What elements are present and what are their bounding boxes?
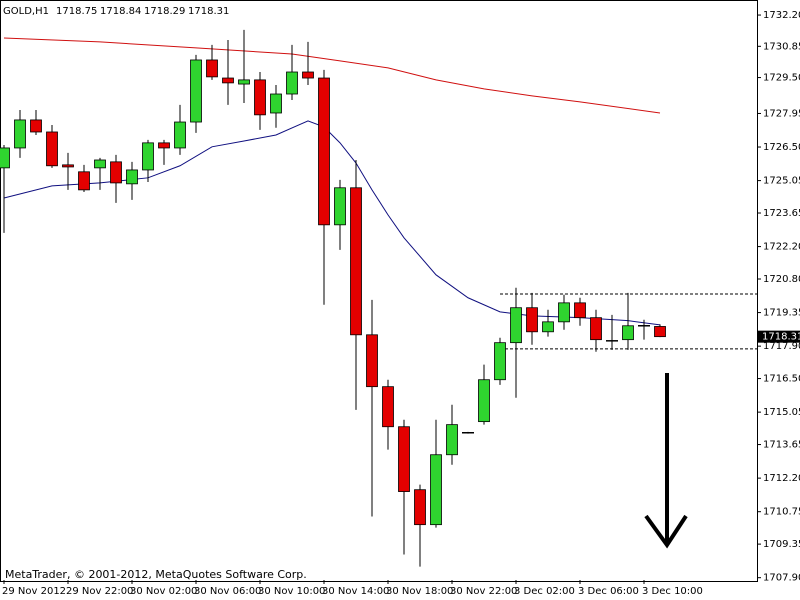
- candle-body: [206, 59, 218, 78]
- x-tick-label: 30 Nov 14:00: [322, 586, 389, 597]
- candle-body: [318, 77, 330, 226]
- y-tick-label: 1725.05: [763, 176, 800, 187]
- x-tick-label: 30 Nov 22:00: [450, 586, 517, 597]
- y-tick-label: 1707.90: [763, 573, 800, 584]
- candle-body: [302, 71, 314, 79]
- y-tick-label: 1729.50: [763, 73, 800, 84]
- candle-body: [142, 142, 154, 171]
- candle-body: [398, 426, 410, 492]
- candle-body: [78, 171, 90, 191]
- candle-body: [382, 386, 394, 428]
- candle-body: [542, 321, 554, 333]
- candle-body: [238, 79, 250, 85]
- y-tick-label: 1726.50: [763, 142, 800, 153]
- candle-body: [622, 325, 634, 341]
- candle-body: [558, 302, 570, 323]
- candle-body: [430, 454, 442, 526]
- candle-body: [478, 379, 490, 423]
- x-tick-label: 30 Nov 18:00: [386, 586, 453, 597]
- candle-body: [526, 307, 538, 333]
- y-tick-label: 1712.20: [763, 473, 800, 484]
- y-tick-label: 1715.05: [763, 407, 800, 418]
- candle-body: [334, 187, 346, 226]
- candle-body: [0, 147, 10, 169]
- candle-body: [446, 424, 458, 456]
- y-tick-label: 1723.65: [763, 208, 800, 219]
- candle-body: [222, 77, 234, 84]
- y-tick-label: 1722.20: [763, 242, 800, 253]
- candle-body: [494, 342, 506, 381]
- plot-frame: [0, 0, 758, 582]
- candle-body: [510, 307, 522, 344]
- header-close: 1718.31: [188, 6, 229, 17]
- candle-body: [590, 317, 602, 341]
- ma-line: [3, 37, 661, 114]
- x-tick-label: 3 Dec 10:00: [642, 586, 703, 597]
- candle-body: [62, 164, 74, 168]
- arrow-head: [644, 514, 688, 549]
- y-tick-label: 1717.90: [763, 341, 800, 352]
- candle-body: [286, 71, 298, 95]
- header-open: 1718.75: [56, 6, 97, 17]
- candle-body: [46, 131, 58, 167]
- x-tick-label: 30 Nov 10:00: [258, 586, 325, 597]
- y-tick-label: 1709.35: [763, 539, 800, 550]
- x-tick-label: 3 Dec 02:00: [514, 586, 575, 597]
- y-tick-label: 1727.95: [763, 108, 800, 119]
- candle-body: [30, 119, 42, 133]
- candle-body: [14, 119, 26, 149]
- candle-body: [190, 59, 202, 123]
- x-tick-label: 3 Dec 06:00: [578, 586, 639, 597]
- last-price-box: [758, 330, 800, 343]
- header-low: 1718.29: [144, 6, 185, 17]
- candle-body: [94, 159, 106, 169]
- candle-body: [158, 142, 170, 149]
- y-tick-label: 1732.20: [763, 10, 800, 21]
- last-price-label: 1718.31: [762, 332, 800, 343]
- arrow: [644, 373, 688, 549]
- y-tick-label: 1713.65: [763, 440, 800, 451]
- x-tick-label: 29 Nov 2012: [2, 586, 66, 597]
- header-high: 1718.84: [100, 6, 141, 17]
- x-tick-label: 30 Nov 06:00: [194, 586, 261, 597]
- candle-body: [174, 121, 186, 149]
- candle-body: [254, 79, 266, 116]
- y-tick-label: 1710.75: [763, 507, 800, 518]
- candle-body: [574, 302, 586, 319]
- y-tick-label: 1730.85: [763, 41, 800, 52]
- chart-title: GOLD,H1: [3, 6, 49, 17]
- candle-body: [110, 161, 122, 184]
- candle-body: [270, 93, 282, 114]
- y-tick-label: 1716.50: [763, 374, 800, 385]
- y-tick-label: 1719.35: [763, 308, 800, 319]
- candle-body: [654, 326, 666, 338]
- x-tick-label: 30 Nov 02:00: [130, 586, 197, 597]
- candle-body: [126, 169, 138, 185]
- candle-body: [414, 489, 426, 526]
- candle-body: [350, 187, 362, 336]
- x-tick-label: 29 Nov 22:00: [66, 586, 133, 597]
- candle-body: [366, 334, 378, 388]
- footer: MetaTrader, © 2001-2012, MetaQuotes Soft…: [5, 568, 307, 581]
- y-tick-label: 1720.80: [763, 274, 800, 285]
